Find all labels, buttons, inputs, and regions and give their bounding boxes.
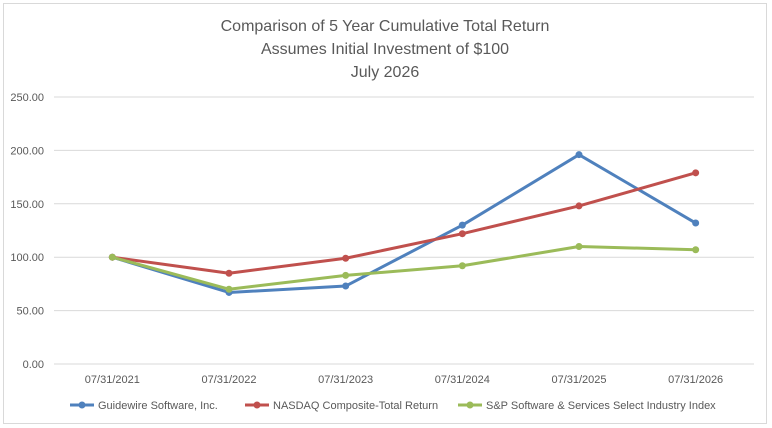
data-point bbox=[692, 169, 700, 177]
x-tick-label: 07/31/2021 bbox=[85, 374, 140, 386]
data-point bbox=[575, 243, 583, 251]
x-tick-label: 07/31/2023 bbox=[318, 374, 373, 386]
data-point bbox=[458, 262, 466, 270]
chart-title-line-3: July 2026 bbox=[351, 64, 420, 81]
legend-label: Guidewire Software, Inc. bbox=[98, 400, 218, 412]
y-tick-label: 100.00 bbox=[10, 252, 44, 264]
data-point bbox=[575, 202, 583, 210]
series-1 bbox=[108, 151, 700, 296]
series-line bbox=[110, 171, 698, 275]
data-point bbox=[225, 269, 233, 277]
y-tick-label: 250.00 bbox=[10, 92, 44, 104]
data-point bbox=[342, 254, 350, 262]
chart-frame bbox=[3, 3, 767, 424]
series-3 bbox=[108, 243, 700, 293]
x-tick-label: 07/31/2026 bbox=[668, 374, 723, 386]
data-point bbox=[225, 285, 233, 293]
y-tick-label: 200.00 bbox=[10, 145, 44, 157]
series-lines bbox=[108, 151, 700, 296]
series-2 bbox=[108, 169, 700, 277]
legend-item: NASDAQ Composite-Total Return bbox=[245, 400, 438, 412]
legend-swatch-marker bbox=[466, 401, 474, 409]
data-point bbox=[458, 230, 466, 238]
series-line bbox=[110, 153, 698, 294]
y-tick-label: 50.00 bbox=[16, 306, 44, 318]
data-point bbox=[458, 221, 466, 229]
data-point bbox=[108, 253, 116, 261]
x-tick-label: 07/31/2022 bbox=[201, 374, 256, 386]
legend-swatch-marker bbox=[78, 401, 86, 409]
chart-title-line-2: Assumes Initial Investment of $100 bbox=[261, 41, 509, 58]
chart-title: Comparison of 5 Year Cumulative Total Re… bbox=[221, 18, 550, 81]
legend: Guidewire Software, Inc. NASDAQ Composite… bbox=[70, 400, 716, 412]
data-point bbox=[342, 271, 350, 279]
legend-label: S&P Software & Services Select Industry … bbox=[486, 400, 716, 412]
y-axis-ticks: 0.00 50.00 100.00 150.00 200.00 250.00 bbox=[10, 92, 44, 371]
legend-item: Guidewire Software, Inc. bbox=[70, 400, 218, 412]
data-point bbox=[692, 219, 700, 227]
gridlines bbox=[54, 96, 754, 365]
legend-swatch-marker bbox=[253, 401, 261, 409]
legend-item: S&P Software & Services Select Industry … bbox=[458, 400, 716, 412]
data-point bbox=[575, 151, 583, 159]
x-tick-label: 07/31/2025 bbox=[551, 374, 606, 386]
chart-title-line-1: Comparison of 5 Year Cumulative Total Re… bbox=[221, 18, 550, 35]
y-tick-label: 150.00 bbox=[10, 199, 44, 211]
legend-label: NASDAQ Composite-Total Return bbox=[273, 400, 438, 412]
data-point bbox=[692, 246, 700, 254]
x-axis-ticks: 07/31/2021 07/31/2022 07/31/2023 07/31/2024… bbox=[85, 374, 723, 386]
y-tick-label: 0.00 bbox=[23, 359, 44, 371]
data-point bbox=[342, 282, 350, 290]
series-line bbox=[110, 245, 698, 291]
x-tick-label: 07/31/2024 bbox=[435, 374, 490, 386]
